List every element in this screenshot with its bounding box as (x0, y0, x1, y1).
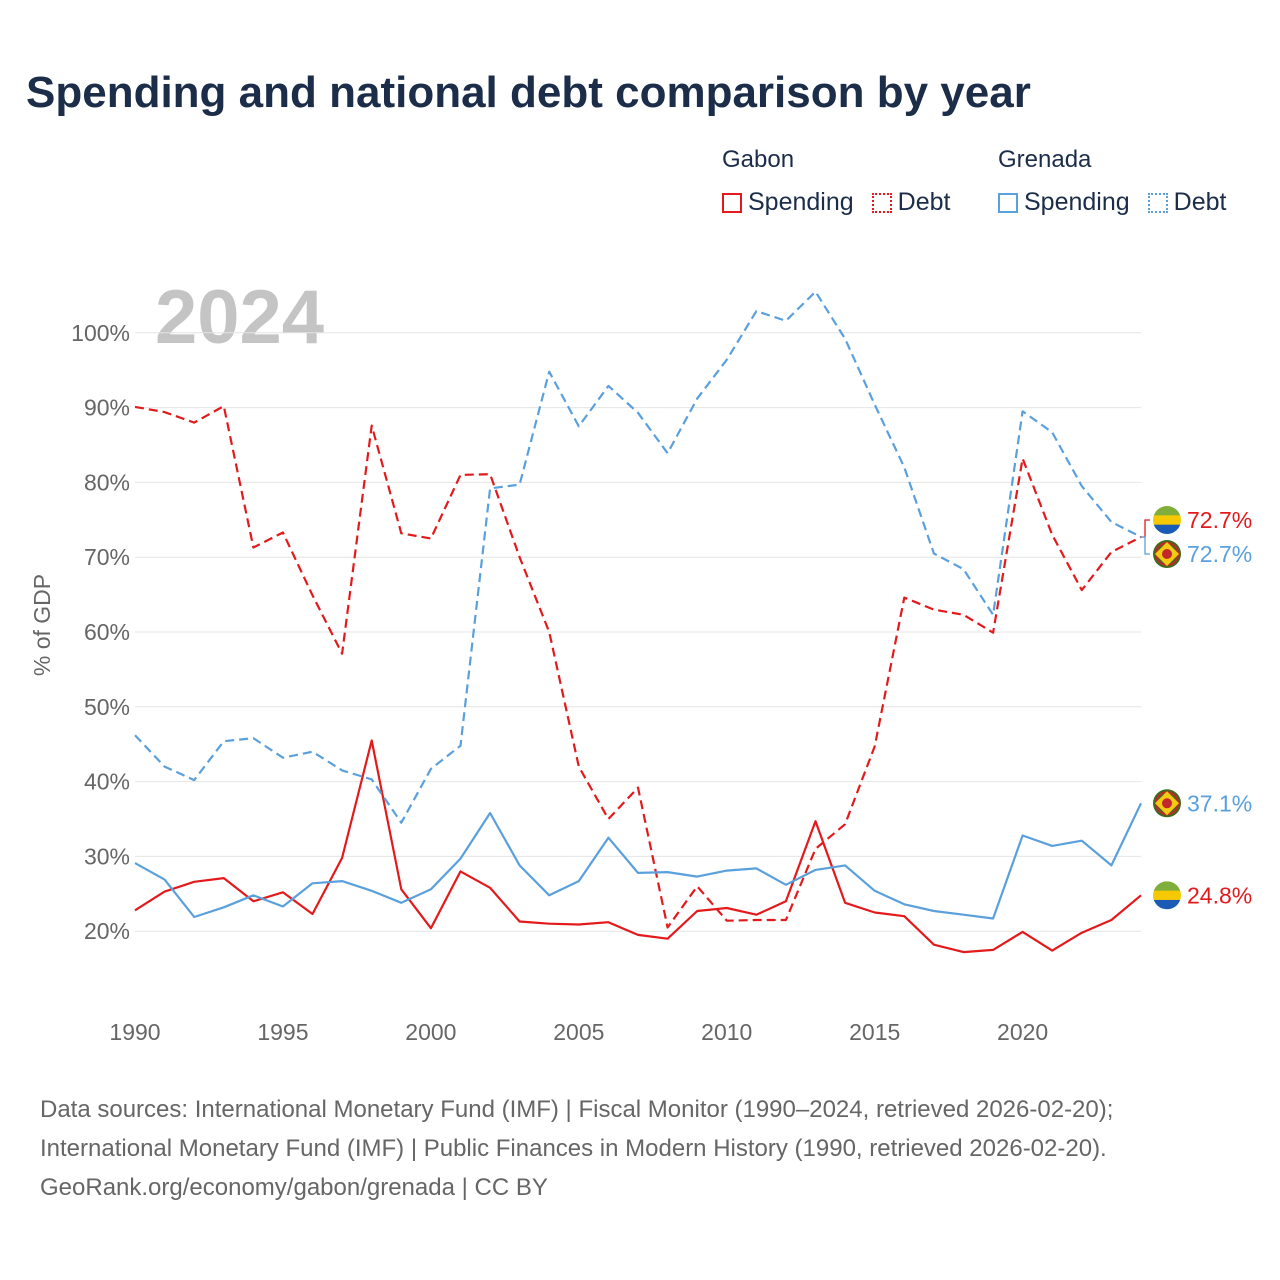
series-line-grenada-debt (134, 290, 1142, 824)
legend-gabon-spending[interactable]: Spending (722, 188, 854, 217)
x-tick-label: 2000 (405, 1019, 456, 1045)
x-tick-label: 2005 (553, 1019, 604, 1045)
end-label-connector (1141, 519, 1150, 538)
footer-attribution: GeoRank.org/economy/gabon/grenada | CC B… (40, 1174, 548, 1201)
footer: Data sources: International Monetary Fun… (40, 1090, 1113, 1207)
legend-grenada-debt[interactable]: Debt (1147, 188, 1227, 217)
year-watermark: 2024 (155, 275, 324, 360)
legend-gabon-country: Gabon (722, 146, 795, 173)
legend-grenada-country: Grenada (998, 146, 1092, 173)
gabon-flag-icon (1153, 506, 1181, 535)
x-tick-label: 1995 (257, 1019, 308, 1045)
y-tick-label: 20% (84, 918, 130, 944)
series-line-gabon-debt (134, 405, 1142, 929)
gabon-flag-icon (1153, 881, 1181, 910)
x-tick-label: 1990 (109, 1019, 160, 1045)
legend-swatch-solid-icon (998, 192, 1018, 213)
end-label-connector (1141, 536, 1150, 555)
y-tick-label: 30% (84, 843, 130, 869)
y-tick-label: 50% (84, 694, 130, 720)
legend-swatch-dotted-icon (1147, 192, 1168, 213)
legend-gabon-debt[interactable]: Debt (871, 188, 951, 217)
legend-grenada-spending-label: Spending (1024, 188, 1130, 216)
legend-gabon-debt-label: Debt (897, 188, 951, 216)
x-tick-label: 2020 (997, 1019, 1048, 1045)
y-tick-label: 80% (84, 469, 130, 495)
x-tick-label: 2015 (849, 1019, 900, 1045)
line-chart: 2024 20% 30% 40% 50% 60% 70% 80% 90% 100% 1990 1995… (29, 275, 1252, 1045)
end-value-label: 72.7% (1187, 541, 1252, 567)
series-line-grenada-spending (134, 802, 1142, 920)
y-tick-label: 60% (84, 619, 130, 645)
series-line-gabon-spending (134, 739, 1142, 954)
legend-gabon: Gabon Spending Debt (722, 146, 950, 217)
y-axis-label: % of GDP (29, 574, 55, 676)
legend-grenada-debt-label: Debt (1173, 188, 1227, 216)
grenada-flag-icon (1153, 540, 1181, 569)
legend-swatch-dotted-icon (871, 192, 892, 213)
end-value-label: 24.8% (1187, 882, 1252, 908)
legend-grenada: Grenada Spending Debt (998, 146, 1226, 217)
footer-source-line-1: Data sources: International Monetary Fun… (40, 1096, 1114, 1123)
x-tick-label: 2010 (701, 1019, 752, 1045)
footer-source-line-2: International Monetary Fund (IMF) | Publ… (40, 1135, 1107, 1162)
grenada-flag-icon (1153, 789, 1181, 818)
y-tick-label: 70% (84, 544, 130, 570)
legend-grenada-spending[interactable]: Spending (998, 188, 1130, 217)
end-value-label: 37.1% (1187, 790, 1252, 816)
y-tick-label: 100% (71, 320, 130, 346)
legend-swatch-solid-icon (722, 192, 742, 213)
y-tick-label: 40% (84, 769, 130, 795)
end-value-label: 72.7% (1187, 507, 1252, 533)
chart-title: Spending and national debt comparison by… (26, 68, 1031, 117)
legend-gabon-spending-label: Spending (748, 188, 854, 216)
y-tick-label: 90% (84, 395, 130, 421)
